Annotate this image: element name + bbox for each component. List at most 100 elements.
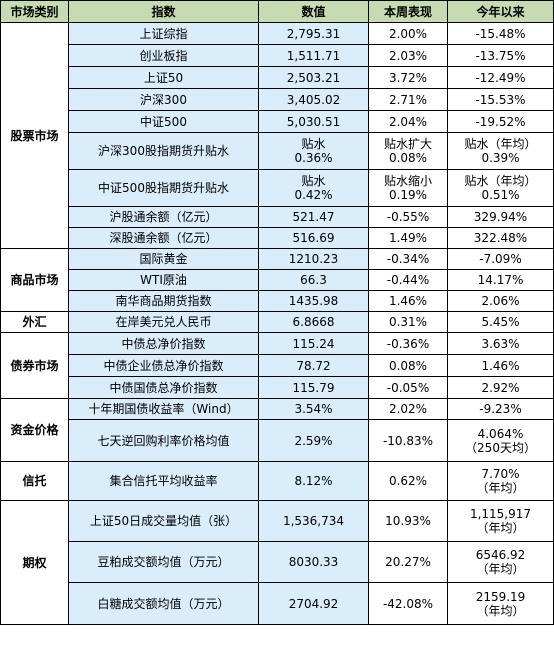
category-cell: 商品市场: [0, 248, 69, 312]
table-row: 中债国债总净价指数 115.79 -0.05% 2.92%: [1, 376, 554, 399]
ytd-line-2: 0.51%: [481, 188, 520, 202]
week-cell: -0.05%: [368, 376, 448, 399]
week-cell: 1.46%: [368, 290, 448, 312]
table-row: 资金价格 十年期国债收益率（Wind） 3.54% 2.02% -9.23%: [0, 398, 554, 462]
ytd-cell: 4.064% （250天均）: [447, 419, 554, 462]
value-cell: 3.54%: [258, 398, 369, 420]
ytd-cell: 2.92%: [447, 376, 554, 399]
week-line-2: 0.08%: [388, 151, 428, 165]
table-row: 期权 上证50日成交量均值（张） 1,536,734 10.93% 1,115,…: [0, 500, 554, 625]
ytd-cell: 7.70% （年均）: [447, 461, 554, 501]
week-cell: -0.36%: [368, 332, 448, 355]
index-name: 七天逆回购利率价格均值: [68, 419, 259, 462]
table-row: 七天逆回购利率价格均值 2.59% -10.83% 4.064% （250天均）: [1, 419, 554, 462]
week-cell: 2.02%: [368, 398, 448, 420]
header-value: 数值: [258, 0, 369, 23]
index-name: 白糖成交额均值（万元）: [68, 582, 259, 625]
ytd-line-1: 6546.92: [475, 548, 526, 562]
value-cell: 1435.98: [258, 290, 369, 312]
value-cell: 1210.23: [258, 248, 369, 270]
category-cell: 期权: [0, 500, 69, 625]
index-name: 中债国债总净价指数: [68, 376, 259, 399]
week-cell: 0.62%: [368, 461, 448, 501]
category-cell: 资金价格: [0, 398, 69, 462]
category-cell: 股票市场: [0, 22, 69, 249]
table-row: 股票市场 上证综指 2,795.31 2.00% -15.48%: [0, 22, 554, 249]
ytd-cell: 贴水（年均） 0.51%: [447, 169, 554, 207]
value-line-1: 贴水: [301, 174, 326, 188]
ytd-cell: 322.48%: [447, 227, 554, 249]
value-cell: 115.24: [258, 332, 369, 355]
week-cell: 1.49%: [368, 227, 448, 249]
header-ytd: 今年以来: [447, 0, 554, 23]
index-name: 沪股通余额（亿元）: [68, 206, 259, 228]
index-name: 集合信托平均收益率: [68, 461, 259, 501]
ytd-line-2: （250天均）: [465, 440, 536, 455]
value-line-2: 0.36%: [294, 151, 333, 165]
week-line-1: 贴水缩小: [383, 174, 432, 188]
header-category: 市场类别: [0, 0, 69, 23]
ytd-line-1: 7.70%: [481, 467, 520, 481]
ytd-line-2: （年均）: [476, 481, 525, 495]
ytd-line-2: 0.39%: [481, 151, 520, 165]
value-cell: 8.12%: [258, 461, 369, 501]
table-row: 沪深300股指期货升贴水 贴水 0.36% 贴水扩大 0.08% 贴水（年均） …: [1, 132, 554, 170]
index-name: 南华商品期货指数: [68, 290, 259, 312]
index-name: 豆粕成交额均值（万元）: [68, 541, 259, 583]
table-row: 上证50 2,503.21 3.72% -12.49%: [1, 66, 554, 89]
table-row: 南华商品期货指数 1435.98 1.46% 2.06%: [1, 290, 554, 312]
value-line-1: 贴水: [301, 137, 326, 151]
week-cell: -0.55%: [368, 206, 448, 228]
category-cell: 信托: [0, 461, 69, 501]
ytd-cell: 2.06%: [447, 290, 554, 312]
week-cell: 2.00%: [368, 22, 448, 45]
ytd-line-1: 贴水（年均）: [464, 137, 537, 151]
table-row: 沪股通余额（亿元） 521.47 -0.55% 329.94%: [1, 206, 554, 228]
ytd-line-2: （年均）: [476, 521, 525, 535]
ytd-line-2: （年均）: [476, 562, 525, 576]
table-row: 中证500股指期货升贴水 贴水 0.42% 贴水缩小 0.19% 贴水（年均） …: [1, 169, 554, 207]
week-cell: 2.04%: [368, 110, 448, 133]
table-row: 白糖成交额均值（万元） 2704.92 -42.08% 2159.19 （年均）: [1, 582, 554, 625]
ytd-line-1: 贴水（年均）: [464, 174, 537, 188]
value-cell: 贴水 0.42%: [258, 169, 369, 207]
value-cell: 516.69: [258, 227, 369, 249]
table-row: 沪深300 3,405.02 2.71% -15.53%: [1, 88, 554, 111]
ytd-cell: 1.46%: [447, 354, 554, 377]
week-line-2: 0.19%: [388, 188, 428, 202]
ytd-cell: 6546.92 （年均）: [447, 541, 554, 583]
ytd-cell: -13.75%: [447, 44, 554, 67]
value-line-2: 0.42%: [294, 188, 333, 202]
index-name: 深股通余额（亿元）: [68, 227, 259, 249]
header-index: 指数: [68, 0, 259, 23]
index-name: 中证500股指期货升贴水: [68, 169, 259, 207]
value-cell: 521.47: [258, 206, 369, 228]
index-name: 沪深300股指期货升贴水: [68, 132, 259, 170]
week-cell: 2.71%: [368, 88, 448, 111]
table-row: WTI原油 66.3 -0.44% 14.17%: [1, 269, 554, 291]
value-cell: 6.8668: [258, 311, 369, 333]
index-name: 在岸美元兑人民币: [68, 311, 259, 333]
ytd-line-1: 4.064%: [477, 426, 524, 441]
table-row: 信托 集合信托平均收益率 8.12% 0.62% 7.70% （年均）: [0, 461, 554, 501]
value-cell: 3,405.02: [258, 88, 369, 111]
table-row: 债券市场 中债总净价指数 115.24 -0.36% 3.63%: [0, 332, 554, 399]
week-cell: 贴水缩小 0.19%: [368, 169, 448, 207]
ytd-cell: 5.45%: [447, 311, 554, 333]
week-cell: 0.31%: [368, 311, 448, 333]
week-cell: -10.83%: [368, 419, 448, 462]
table-row: 豆粕成交额均值（万元） 8030.33 20.27% 6546.92 （年均）: [1, 541, 554, 583]
value-cell: 贴水 0.36%: [258, 132, 369, 170]
value-cell: 1,511.71: [258, 44, 369, 67]
header-week-performance: 本周表现: [368, 0, 448, 23]
ytd-cell: -9.23%: [447, 398, 554, 420]
value-cell: 2,795.31: [258, 22, 369, 45]
header-row: 市场类别 指数 数值 本周表现 今年以来: [0, 0, 554, 23]
table-row: 中债企业债总净价指数 78.72 0.08% 1.46%: [1, 354, 554, 377]
week-cell: 10.93%: [368, 500, 448, 542]
week-cell: 贴水扩大 0.08%: [368, 132, 448, 170]
index-name: 上证综指: [68, 22, 259, 45]
table-row: 深股通余额（亿元） 516.69 1.49% 322.48%: [1, 227, 554, 249]
ytd-cell: -15.53%: [447, 88, 554, 111]
index-name: 十年期国债收益率（Wind）: [68, 398, 259, 420]
